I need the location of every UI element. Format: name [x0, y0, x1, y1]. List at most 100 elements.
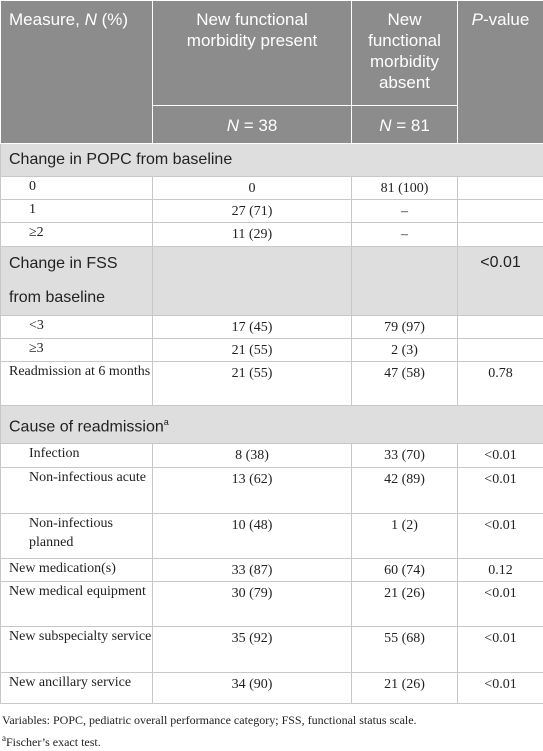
value-cell: 2 (3) — [352, 339, 458, 362]
value-cell: 35 (92) — [153, 627, 352, 673]
value-cell: 21 (55) — [153, 362, 352, 406]
cell-value: <0.01 — [484, 631, 516, 646]
header-row: Measure, N (%) New functional morbidity … — [1, 1, 543, 106]
footnote-mark: a — [164, 417, 169, 427]
label-cell: New ancillary service — [1, 673, 153, 704]
header-cell: N = 81 — [352, 106, 458, 144]
table-row: ≥3 21 (55) 2 (3) — [1, 339, 543, 362]
label-cell: New subspecialty service — [1, 627, 153, 673]
table-row: New medical equipment 30 (79) 21 (26) <0.01 — [1, 582, 543, 627]
cell-value: 0 — [249, 181, 256, 196]
row-label: Infection — [29, 446, 80, 461]
table-row: <3 17 (45) 79 (97) — [1, 316, 543, 339]
label-cell: Non-infectious acute — [1, 468, 153, 514]
table-row: New subspecialty service 35 (92) 55 (68) <0… — [1, 627, 543, 673]
data-table: Measure, N (%) New functional morbidity … — [0, 0, 543, 704]
cell-value: <0.01 — [484, 518, 516, 533]
label-cell: Non-infectious planned — [1, 514, 153, 559]
section-label: Change in FSS from baseline — [9, 255, 118, 306]
value-cell: 81 (100) — [352, 177, 458, 200]
row-label: Readmission at 6 months — [9, 364, 150, 379]
value-cell: 8 (38) — [153, 444, 352, 468]
row-label: Non-infectious acute — [29, 470, 146, 485]
table-body: Change in POPC from baseline 0 0 81 (100) 1 2… — [1, 144, 543, 704]
cell-value: 47 (58) — [384, 366, 425, 381]
table-row: 1 27 (71) – — [1, 200, 543, 223]
value-cell: <0.01 — [458, 468, 543, 514]
cell-value: 11 (29) — [232, 227, 272, 242]
value-cell: <0.01 — [458, 627, 543, 673]
value-cell — [458, 339, 543, 362]
header-cell: N = 38 — [153, 106, 352, 144]
table-row: 0 0 81 (100) — [1, 177, 543, 200]
row-label: New medical equipment — [9, 584, 146, 599]
value-cell: 30 (79) — [153, 582, 352, 627]
row-label: ≥2 — [29, 225, 44, 240]
cell-value: 27 (71) — [232, 204, 273, 219]
value-cell: <0.01 — [458, 514, 543, 559]
value-cell: 11 (29) — [153, 223, 352, 247]
row-label: ≥3 — [29, 341, 44, 356]
cell-value: 21 (55) — [232, 366, 273, 381]
header-text: New functional morbidity present — [187, 10, 317, 50]
header-text: Measure, — [9, 10, 85, 29]
cell-value: 35 (92) — [232, 631, 273, 646]
value-cell: 33 (87) — [153, 559, 352, 582]
value-cell: 60 (74) — [352, 559, 458, 582]
cell-value: <0.01 — [484, 586, 516, 601]
cell-value: 1 (2) — [391, 518, 418, 533]
cell-value: 21 (55) — [232, 343, 273, 358]
row-label: New medication(s) — [9, 561, 116, 576]
row-label: New subspecialty service — [9, 629, 151, 644]
p-value: <0.01 — [480, 254, 520, 271]
table-row: Change in POPC from baseline — [1, 144, 543, 177]
cell-value: 2 (3) — [391, 343, 418, 358]
cell-value: 10 (48) — [232, 518, 273, 533]
label-cell: <3 — [1, 316, 153, 339]
value-cell: 1 (2) — [352, 514, 458, 559]
table-row: Non-infectious planned 10 (48) 1 (2) <0.01 — [1, 514, 543, 559]
value-cell: 21 (26) — [352, 582, 458, 627]
row-label: New ancillary service — [9, 675, 131, 690]
value-cell: 0.12 — [458, 559, 543, 582]
cell-value: <0.01 — [484, 677, 516, 692]
value-cell: 55 (68) — [352, 627, 458, 673]
header-cell: Measure, N (%) — [1, 1, 153, 144]
cell-value: 21 (26) — [384, 586, 425, 601]
cell-value: 79 (97) — [384, 320, 425, 335]
header-text: N — [85, 10, 97, 29]
value-cell — [458, 223, 543, 247]
section-cell — [352, 247, 458, 316]
header-text: (%) — [97, 10, 128, 29]
header-text: N — [379, 116, 391, 135]
label-cell: New medical equipment — [1, 582, 153, 627]
label-cell: 1 — [1, 200, 153, 223]
value-cell: – — [352, 200, 458, 223]
header-cell: P-value — [458, 1, 543, 144]
row-label: 0 — [29, 179, 36, 194]
value-cell: 17 (45) — [153, 316, 352, 339]
header-text: P — [472, 10, 483, 29]
value-cell: 21 (55) — [153, 339, 352, 362]
cell-value: 42 (89) — [384, 472, 425, 487]
cell-value: 17 (45) — [232, 320, 273, 335]
cell-value: 33 (87) — [232, 563, 273, 578]
section-cell: Change in POPC from baseline — [1, 144, 543, 177]
header-text: -value — [483, 10, 529, 29]
label-cell: ≥2 — [1, 223, 153, 247]
value-cell — [458, 200, 543, 223]
value-cell: 34 (90) — [153, 673, 352, 704]
table-row: Change in FSS from baseline <0.01 — [1, 247, 543, 316]
footnote: aFischer’s exact test. — [2, 729, 543, 751]
value-cell: 0 — [153, 177, 352, 200]
cell-value: 8 (38) — [235, 448, 269, 463]
value-cell: 42 (89) — [352, 468, 458, 514]
row-label: Non-infectious planned — [29, 516, 113, 550]
cell-value: 0.78 — [488, 366, 513, 381]
value-cell: 47 (58) — [352, 362, 458, 406]
cell-value: 21 (26) — [384, 677, 425, 692]
